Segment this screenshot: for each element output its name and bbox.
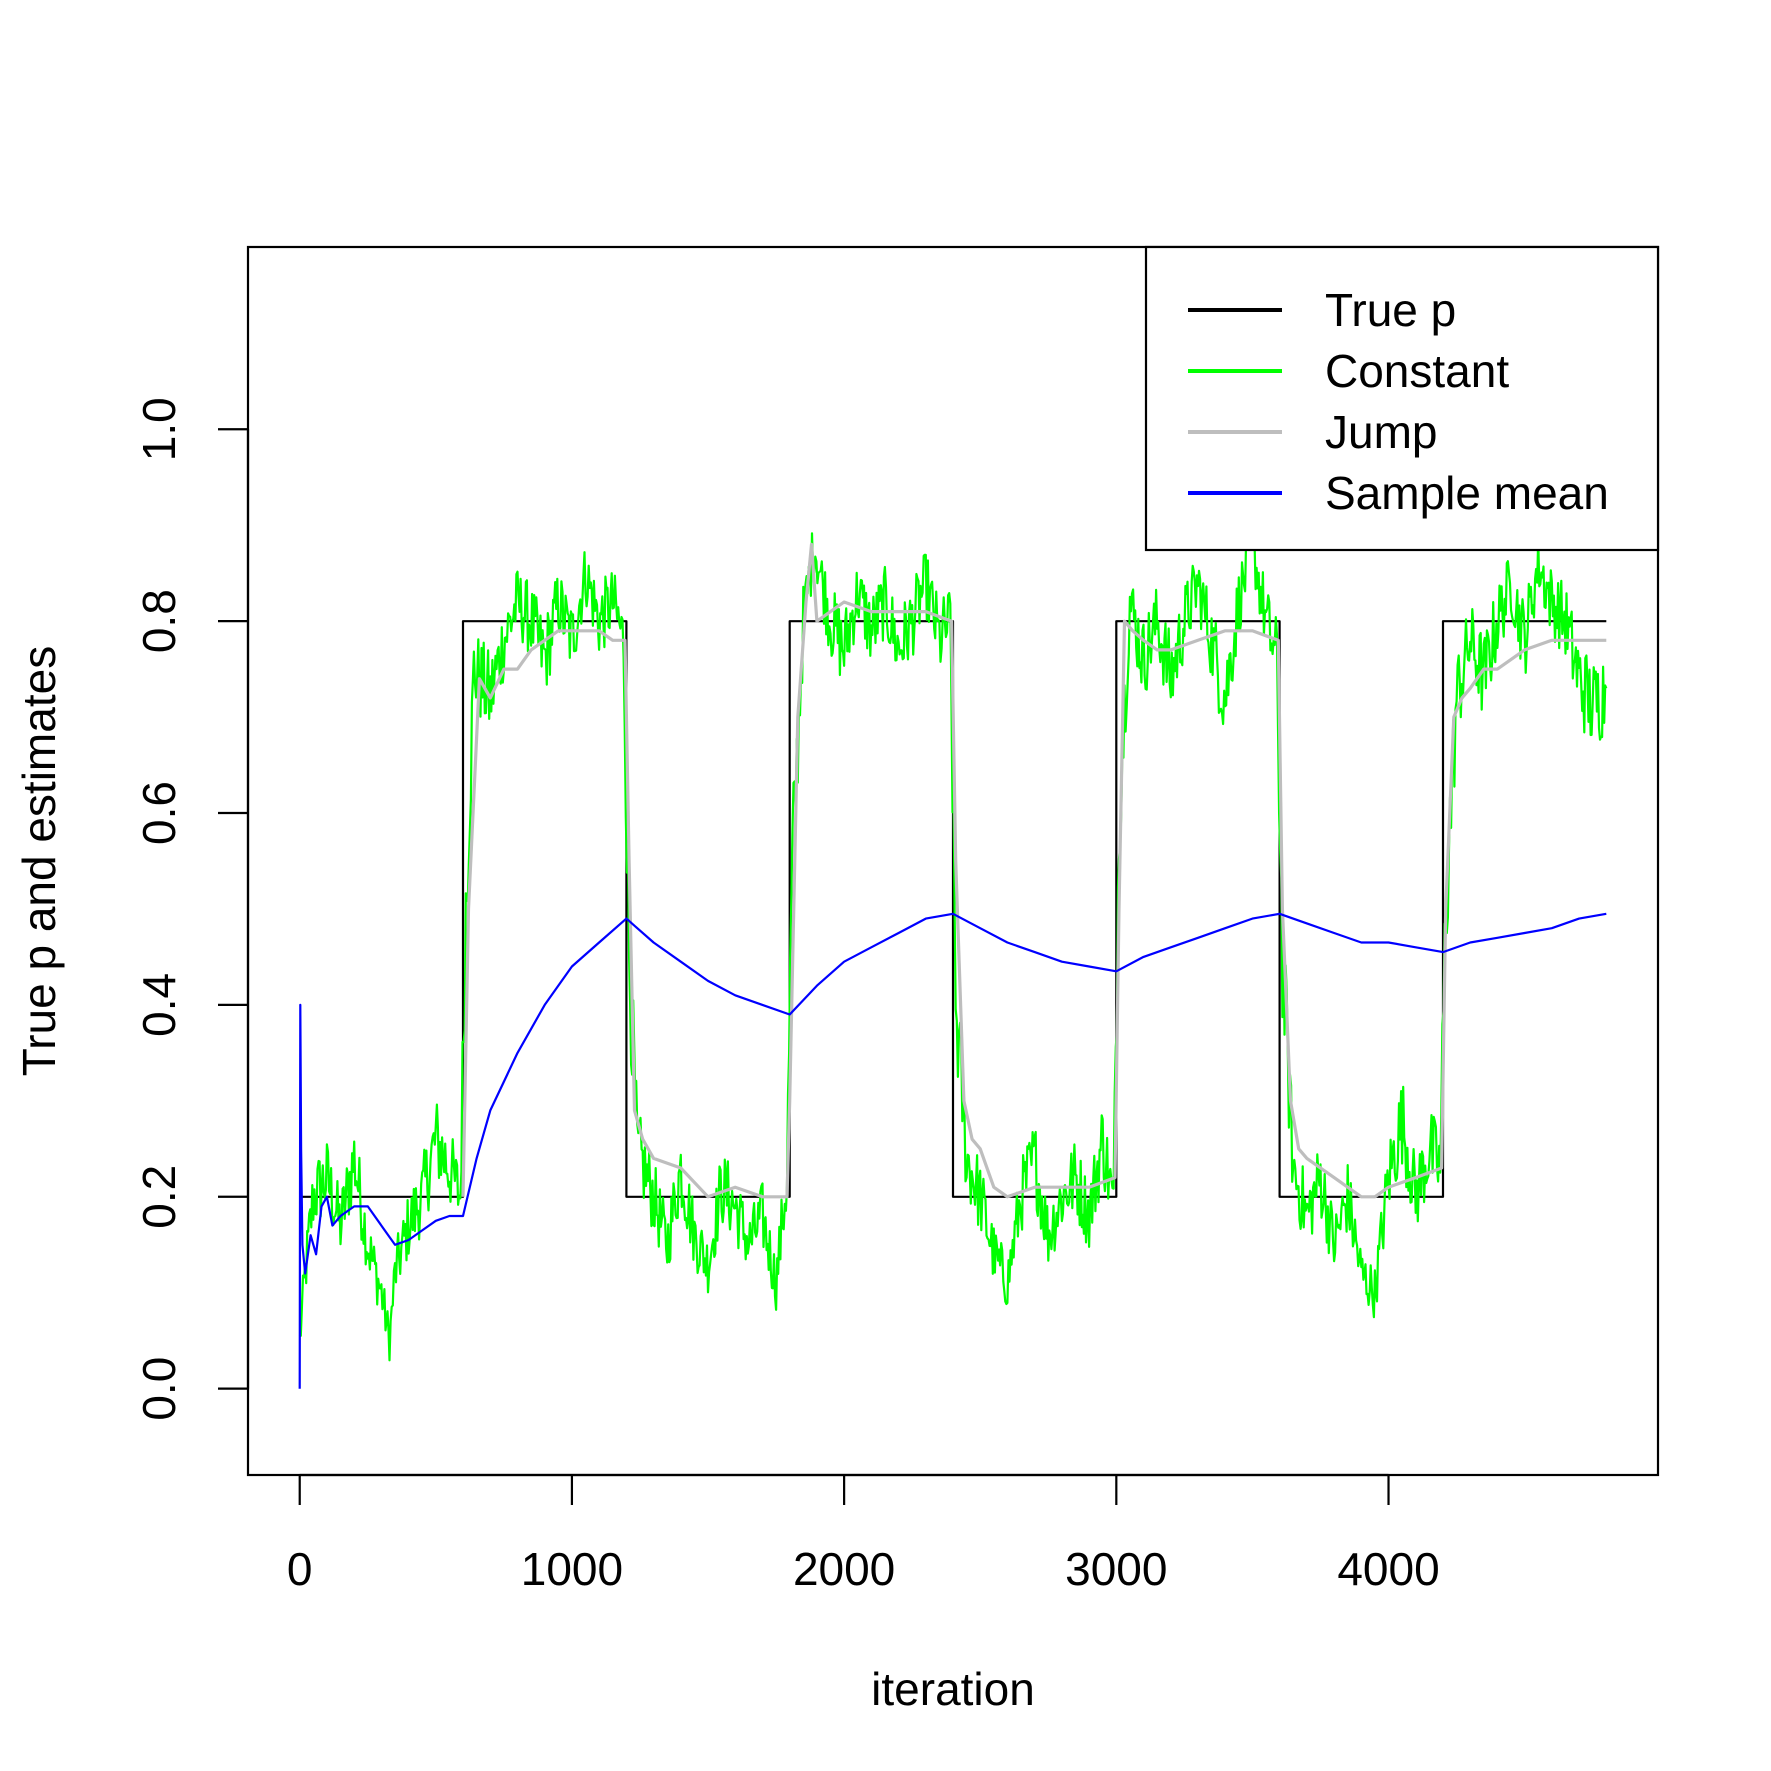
legend: True p Constant Jump Sample mean <box>1144 245 1660 552</box>
x-axis: 0 1000 2000 3000 4000 <box>287 1473 1440 1595</box>
y-tick-label: 0.8 <box>133 589 185 653</box>
y-tick-label: 1.0 <box>133 397 185 461</box>
x-tick-label: 3000 <box>1065 1543 1167 1595</box>
x-tick-label: 2000 <box>793 1543 895 1595</box>
y-tick-label: 0.6 <box>133 781 185 845</box>
y-tick-label: 0.2 <box>133 1165 185 1229</box>
legend-box <box>1144 245 1660 552</box>
x-axis-label: iteration <box>871 1663 1035 1715</box>
x-tick-label: 0 <box>287 1543 313 1595</box>
x-tick-label: 4000 <box>1337 1543 1439 1595</box>
series-layer <box>298 524 1608 1389</box>
series-line-sample-mean <box>298 912 1607 1389</box>
legend-label-true-p: True p <box>1325 284 1456 336</box>
y-tick-label: 0.0 <box>133 1357 185 1421</box>
x-tick-label: 1000 <box>521 1543 623 1595</box>
series-line-jump <box>461 542 1607 1199</box>
y-axis-label: True p and estimates <box>13 646 65 1076</box>
legend-label-jump: Jump <box>1325 406 1437 458</box>
legend-label-sample-mean: Sample mean <box>1325 467 1609 519</box>
y-axis: 0.0 0.2 0.4 0.6 0.8 1.0 <box>133 397 250 1421</box>
legend-label-constant: Constant <box>1325 345 1509 397</box>
y-tick-label: 0.4 <box>133 973 185 1037</box>
